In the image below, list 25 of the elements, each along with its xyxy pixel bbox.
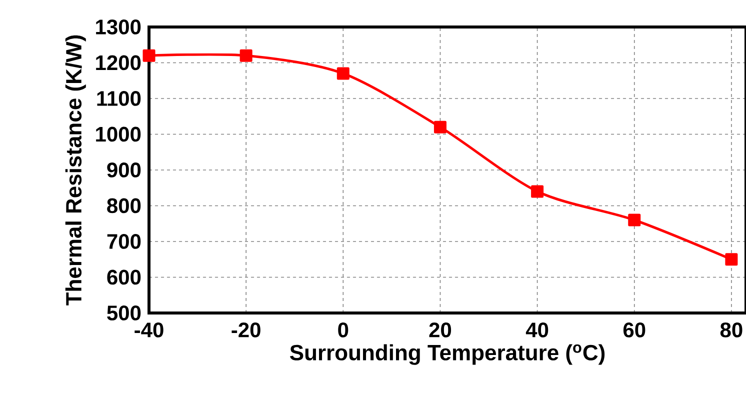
y-axis-title: Thermal Resistance (K/W) — [65, 35, 86, 306]
x-tick-label: 80 — [720, 322, 742, 338]
x-axis-title: Surrounding Temperature ($^{o}$C) — [290, 344, 605, 365]
x-tick-label: 0 — [338, 322, 348, 338]
point — [531, 185, 544, 198]
x-tick-label: -20 — [232, 322, 260, 338]
x-tick-label: 60 — [623, 322, 646, 338]
y-tick-label: 700 — [107, 234, 141, 249]
point — [434, 120, 446, 134]
point — [725, 253, 738, 266]
y-tick-label: 1200 — [96, 55, 141, 70]
y-tick-label: 1100 — [97, 91, 141, 106]
point — [142, 49, 156, 62]
y-tick-label: 1300 — [96, 20, 141, 34]
x-tick-label: 40 — [526, 322, 548, 338]
y-tick-label: 800 — [107, 198, 141, 214]
y-tick-label: 500 — [107, 306, 141, 320]
point — [240, 49, 252, 62]
x-tick-label: 20 — [429, 322, 452, 338]
point — [336, 67, 350, 80]
y-tick-label: 1000 — [96, 126, 141, 142]
y-tick-label: 900 — [107, 162, 141, 178]
y-tick-label: 600 — [107, 270, 141, 285]
point — [628, 214, 641, 226]
x-tick-label: -40 — [134, 322, 164, 338]
